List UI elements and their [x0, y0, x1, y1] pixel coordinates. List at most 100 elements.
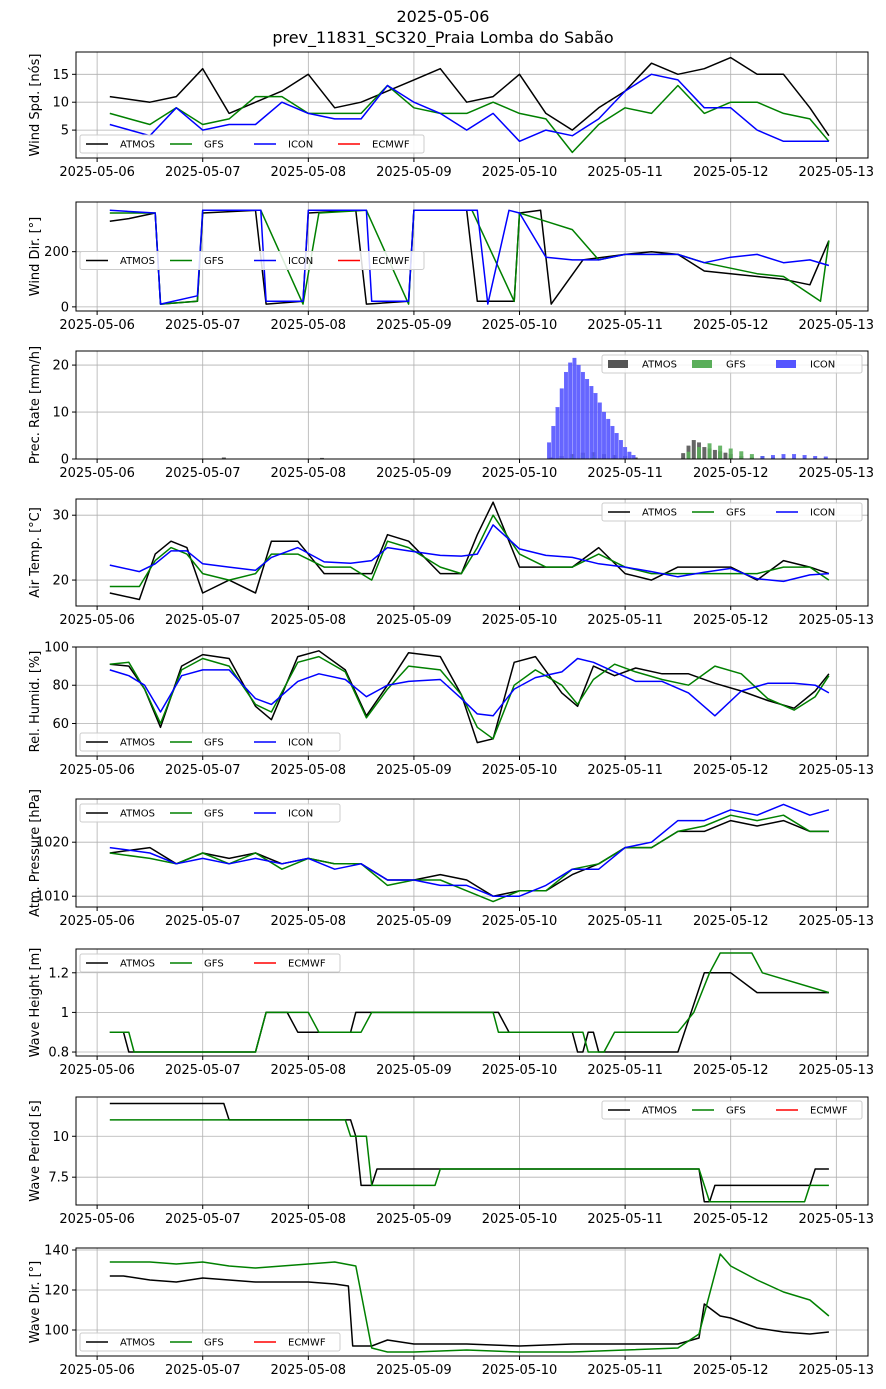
x-tick-label: 2025-05-06 — [59, 1063, 135, 1078]
bar-atmos — [702, 447, 707, 460]
bar-atmos — [691, 440, 696, 460]
y-tick-label: 0 — [61, 453, 69, 468]
x-tick-label: 2025-05-11 — [587, 1063, 663, 1078]
x-tick-label: 2025-05-08 — [271, 466, 347, 481]
x-tick-label: 2025-05-12 — [693, 1212, 769, 1227]
x-tick-label: 2025-05-09 — [376, 318, 452, 333]
legend-label-gfs: GFS — [204, 738, 224, 749]
bar-icon — [593, 393, 598, 460]
bar-atmos — [712, 449, 717, 460]
x-tick-label: 2025-05-13 — [799, 1212, 875, 1227]
axes-frame — [75, 798, 869, 908]
y-tick-label: 60 — [52, 717, 69, 732]
bar-atmos — [723, 452, 728, 460]
legend-box — [79, 803, 341, 823]
x-tick-label: 2025-05-12 — [693, 613, 769, 628]
bar-icon — [627, 451, 632, 460]
bar-icon — [771, 455, 775, 460]
bar-icon — [555, 407, 560, 460]
series-line-atmos — [109, 1275, 829, 1347]
y-tick-label: 140 — [44, 1244, 69, 1259]
legend-label-icon: ICON — [288, 809, 313, 820]
bar-icon — [610, 425, 615, 460]
legend: ATMOS GFS ICON — [601, 502, 863, 522]
bar-icon — [623, 447, 628, 460]
y-tick-label: 100 — [44, 1324, 69, 1339]
x-tick-label: 2025-05-07 — [165, 763, 241, 778]
x-tick-label: 2025-05-07 — [165, 466, 241, 481]
x-tick-label: 2025-05-09 — [376, 165, 452, 180]
bar-icon — [568, 362, 573, 460]
y-tick-label: 0.8 — [48, 1046, 69, 1061]
y-tick-label: 1010 — [36, 890, 69, 905]
x-tick-label: 2025-05-13 — [799, 466, 875, 481]
y-axis-label: Wind Dir. [°] — [28, 217, 43, 297]
legend-swatch-icon — [776, 360, 796, 368]
bar-icon — [580, 371, 585, 460]
panel-6: 2025-05-06 2025-05-07 2025-05-08 2025-05-09… — [28, 789, 874, 929]
legend: ATMOS GFS ECMWF — [79, 953, 341, 973]
bar-atmos — [681, 453, 686, 460]
legend-label-ecmwf: ECMWF — [372, 256, 410, 267]
figure-title-station: prev_11831_SC320_Praia Lomba do Sabão — [272, 28, 614, 47]
y-tick-label: 5 — [61, 124, 69, 139]
series-line-gfs — [109, 1253, 830, 1353]
panel-2: 2025-05-06 2025-05-07 2025-05-08 2025-05-09… — [28, 201, 875, 333]
axes-frame — [75, 350, 869, 460]
bar-icon — [602, 411, 606, 460]
legend-label-gfs: GFS — [204, 1338, 224, 1349]
bar-icon — [618, 440, 623, 460]
legend-label-icon: ICON — [288, 738, 313, 749]
y-tick-label: 0 — [61, 300, 69, 315]
x-tick-label: 2025-05-07 — [165, 318, 241, 333]
x-tick-label: 2025-05-12 — [693, 763, 769, 778]
y-tick-label: 10 — [52, 406, 69, 421]
y-tick-label: 20 — [52, 359, 69, 374]
legend-label-ecmwf: ECMWF — [288, 1338, 326, 1349]
legend: ATMOS GFS ICON — [601, 354, 863, 374]
legend-box — [601, 502, 863, 522]
legend-label-icon: ICON — [810, 508, 835, 519]
y-tick-label: 80 — [52, 679, 69, 694]
bar-icon — [564, 371, 568, 460]
legend-label-gfs: GFS — [726, 1106, 746, 1117]
x-tick-label: 2025-05-13 — [799, 318, 875, 333]
x-tick-label: 2025-05-09 — [376, 1363, 452, 1378]
bar-icon — [597, 402, 602, 460]
y-axis-label: Wave Dir. [°] — [28, 1261, 43, 1344]
x-tick-label: 2025-05-10 — [482, 613, 558, 628]
panel-8: 2025-05-06 2025-05-07 2025-05-08 2025-05-09… — [28, 1096, 875, 1227]
x-tick-label: 2025-05-13 — [799, 763, 875, 778]
legend-box — [79, 1332, 341, 1352]
x-tick-label: 2025-05-06 — [59, 763, 135, 778]
x-tick-label: 2025-05-13 — [799, 165, 875, 180]
x-tick-label: 2025-05-06 — [59, 318, 135, 333]
x-tick-label: 2025-05-09 — [376, 914, 452, 929]
x-tick-label: 2025-05-10 — [482, 1363, 558, 1378]
x-tick-label: 2025-05-10 — [482, 318, 558, 333]
panel-9: 2025-05-06 2025-05-07 2025-05-08 2025-05-09… — [28, 1244, 874, 1379]
axes-frame — [75, 51, 869, 159]
y-axis-label: Atm. Pressure [hPa] — [28, 789, 43, 917]
series-line-gfs — [109, 814, 829, 903]
x-tick-label: 2025-05-12 — [693, 165, 769, 180]
x-tick-label: 2025-05-06 — [59, 613, 135, 628]
legend-box — [601, 354, 863, 374]
bar-gfs — [707, 443, 712, 460]
bar-icon — [802, 455, 807, 460]
x-tick-label: 2025-05-12 — [693, 1363, 769, 1378]
series-line-icon — [109, 209, 830, 305]
axes-frame — [75, 1096, 869, 1206]
legend-label-atmos: ATMOS — [120, 738, 155, 749]
y-axis-label: Air Temp. [°C] — [28, 507, 43, 598]
x-tick-label: 2025-05-08 — [271, 1363, 347, 1378]
legend-label-gfs: GFS — [204, 140, 224, 151]
y-tick-label: 15 — [52, 68, 69, 83]
bar-gfs — [718, 445, 723, 460]
series-line-icon — [109, 803, 830, 897]
y-tick-label: 7.5 — [48, 1171, 69, 1186]
bar-icon — [559, 388, 564, 460]
x-tick-label: 2025-05-08 — [271, 165, 347, 180]
series-line-atmos — [109, 650, 830, 744]
